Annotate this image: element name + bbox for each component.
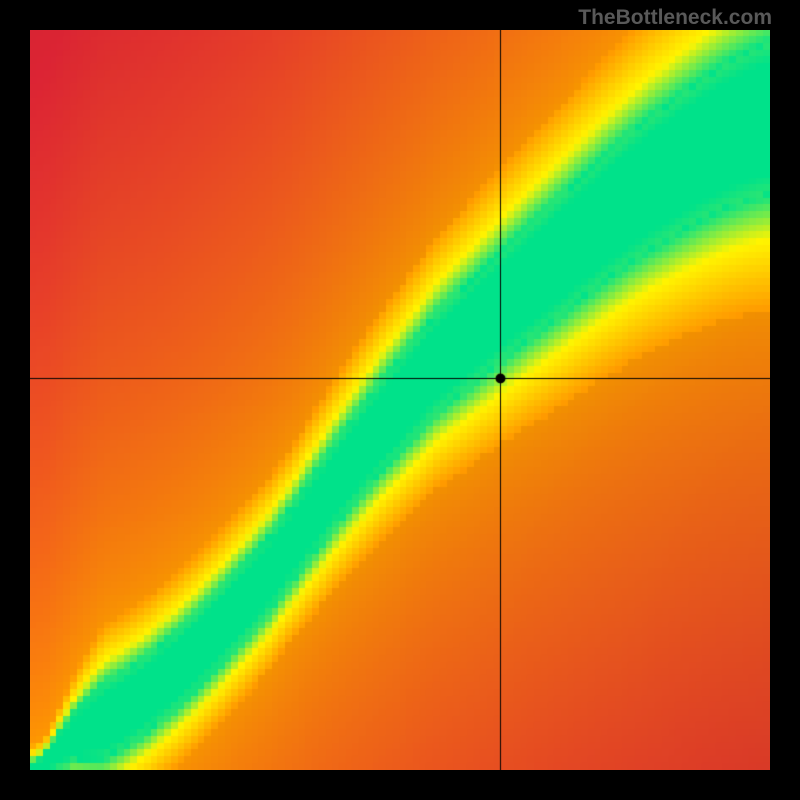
chart-container: TheBottleneck.com xyxy=(0,0,800,800)
crosshair-overlay xyxy=(30,30,770,770)
watermark-text: TheBottleneck.com xyxy=(578,6,772,30)
